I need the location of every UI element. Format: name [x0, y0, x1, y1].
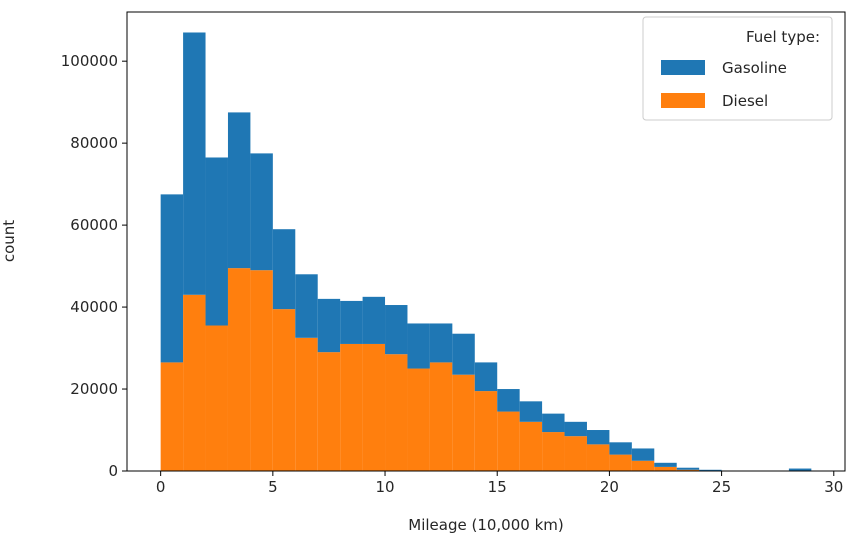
bar-diesel [474, 391, 498, 471]
bar-gasoline [699, 469, 722, 471]
bar-diesel [564, 436, 587, 471]
x-tick-label: 25 [712, 478, 731, 496]
x-tick-label: 30 [824, 478, 843, 496]
bar-diesel [227, 268, 251, 471]
legend-label-diesel: Diesel [722, 92, 768, 110]
bar-diesel [631, 460, 655, 471]
x-tick-label: 20 [600, 478, 619, 496]
bar-diesel [429, 362, 453, 471]
bar-diesel [654, 466, 677, 471]
bar-gasoline [586, 430, 610, 445]
bar-gasoline [250, 153, 273, 271]
bar-gasoline [295, 274, 318, 338]
bar-diesel [497, 411, 520, 471]
y-tick-label: 40000 [70, 298, 118, 316]
bar-gasoline [564, 421, 587, 437]
bar-diesel [183, 294, 206, 471]
bar-gasoline [788, 468, 812, 471]
x-tick-label: 10 [375, 478, 394, 496]
bar-diesel [295, 337, 318, 471]
bar-gasoline [340, 300, 363, 344]
bars-layer [160, 32, 812, 471]
plot-frame [126, 11, 846, 472]
bar-diesel [362, 343, 386, 471]
legend-swatch-gasoline [661, 60, 705, 75]
bar-diesel [452, 374, 475, 471]
y-tick-label: 100000 [61, 52, 118, 70]
bar-gasoline [497, 389, 520, 412]
bar-diesel [407, 368, 430, 471]
bar-gasoline [429, 323, 453, 363]
bar-gasoline [317, 298, 341, 353]
bar-diesel [272, 309, 296, 471]
bar-gasoline [474, 362, 498, 392]
bar-diesel [385, 354, 408, 471]
legend-swatch-diesel [661, 93, 705, 108]
x-tick-label: 0 [156, 478, 166, 496]
bar-diesel [340, 343, 363, 471]
x-axis-label: Mileage (10,000 km) [408, 516, 563, 534]
bar-diesel [586, 444, 610, 471]
bar-gasoline [272, 229, 296, 310]
x-tick-label: 5 [268, 478, 278, 496]
y-tick-label: 80000 [70, 134, 118, 152]
bar-gasoline [227, 112, 251, 269]
bar-gasoline [160, 194, 184, 363]
bar-gasoline [407, 323, 430, 369]
bar-gasoline [183, 32, 206, 295]
bar-diesel [160, 362, 184, 471]
bar-diesel [519, 421, 543, 471]
bar-gasoline [205, 157, 228, 326]
axes-layer: 0 5 10 15 20 25 30 0 20000 40000 60000 80000 100000 [61, 11, 846, 496]
bar-gasoline [631, 448, 655, 461]
bar-diesel [542, 432, 565, 471]
bar-gasoline [609, 442, 632, 455]
bar-gasoline [654, 462, 677, 467]
bar-diesel [250, 270, 273, 471]
bar-gasoline [519, 401, 543, 422]
legend-label-gasoline: Gasoline [722, 59, 787, 77]
y-tick-label: 0 [108, 462, 118, 480]
y-tick-label: 20000 [70, 380, 118, 398]
bar-diesel [205, 325, 228, 471]
y-tick-label: 60000 [70, 216, 118, 234]
legend-title: Fuel type: [746, 28, 820, 46]
bar-gasoline [385, 305, 408, 355]
bar-gasoline [452, 333, 475, 375]
bar-diesel [676, 469, 700, 471]
bar-gasoline [676, 467, 700, 470]
y-axis-label: count [0, 220, 18, 262]
x-tick-label: 15 [488, 478, 507, 496]
bar-diesel [609, 454, 632, 471]
bar-gasoline [542, 413, 565, 433]
legend: Fuel type: Gasoline Diesel [642, 16, 833, 121]
bar-gasoline [362, 296, 386, 344]
bar-diesel [317, 352, 341, 471]
